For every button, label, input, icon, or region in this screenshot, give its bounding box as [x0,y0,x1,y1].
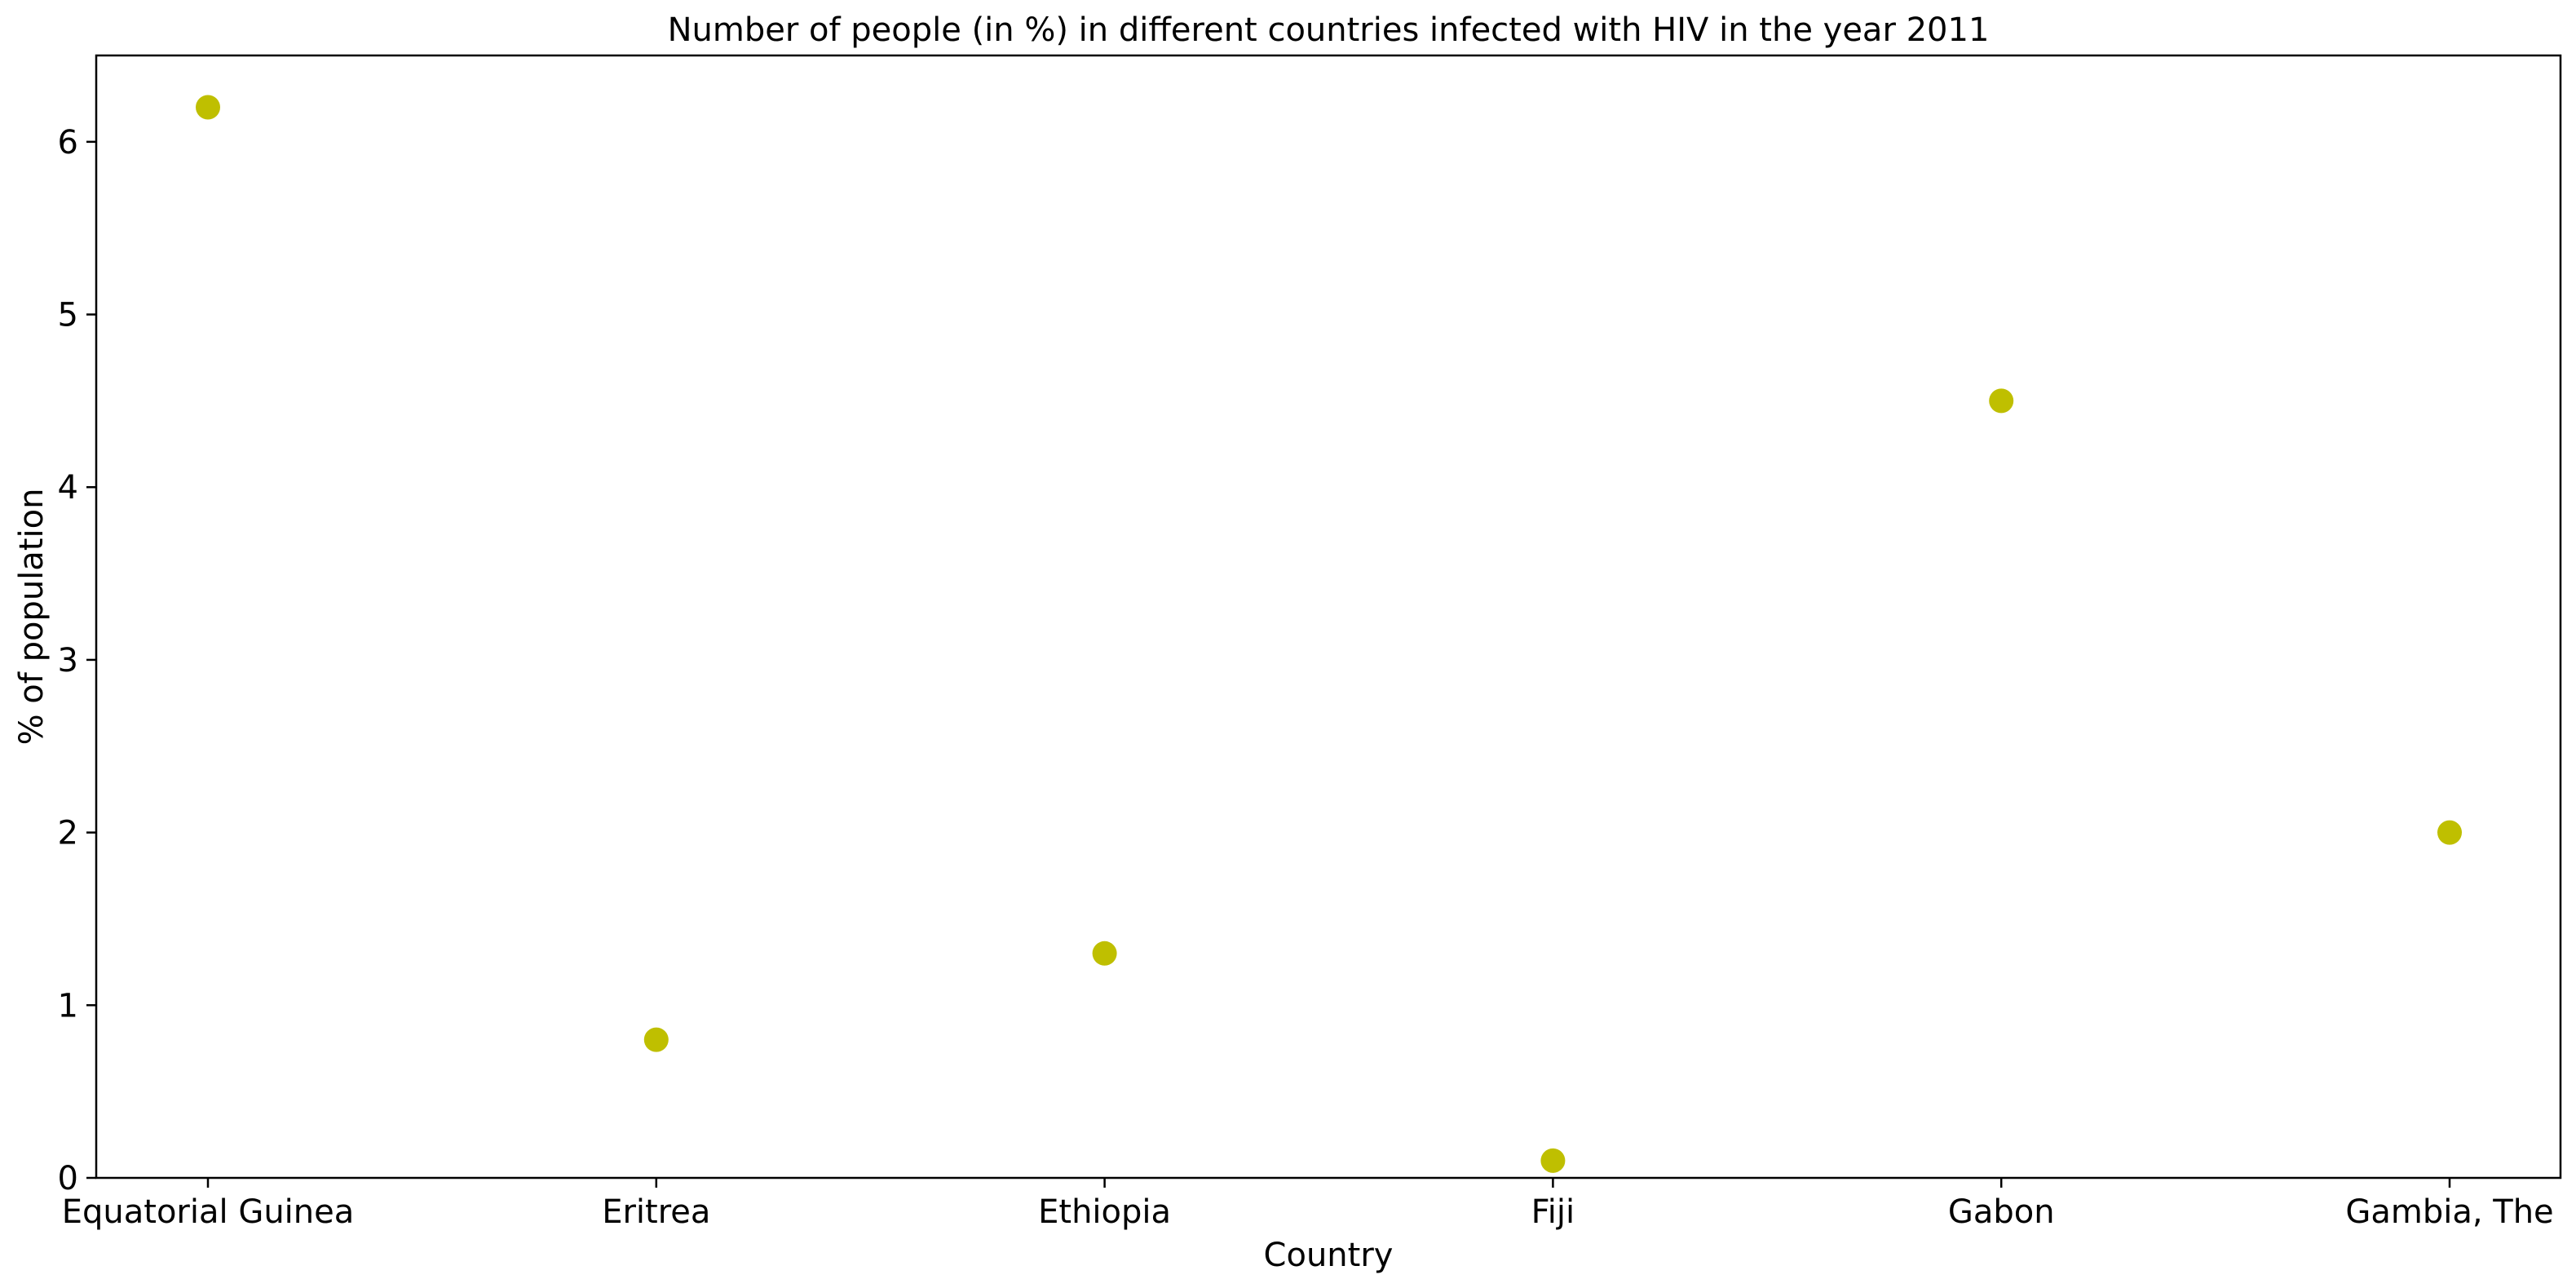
y-tick-label: 1 [58,987,78,1025]
y-tick-label: 4 [58,469,78,507]
y-tick-label: 0 [58,1160,78,1197]
data-point [643,1027,669,1052]
x-axis-title: Country [1264,1237,1394,1274]
data-point [1540,1148,1566,1173]
x-tick-label: Gambia, The [2345,1193,2553,1231]
x-tick-label: Fiji [1531,1193,1575,1231]
x-axis: Equatorial Guinea Eritrea Ethiopia Fiji Gabo… [62,1178,2554,1231]
x-tick-label: Ethiopia [1038,1193,1171,1231]
data-point [196,95,220,120]
data-points [196,95,2462,1173]
plot-area-frame [95,54,2562,1180]
y-tick-label: 6 [58,124,78,162]
x-tick-label: Eritrea [602,1193,710,1231]
x-tick-label: Gabon [1948,1193,2055,1231]
data-point [2437,820,2462,845]
x-tick-label: Equatorial Guinea [62,1193,355,1231]
y-tick-label: 2 [58,815,78,852]
y-axis-title: % of population [13,489,51,746]
data-point [1092,941,1117,966]
y-tick-label: 3 [58,642,78,679]
y-axis: 0 1 2 3 4 5 6 [58,124,96,1197]
chart-title: Number of people (in %) in different cou… [668,11,1990,49]
data-point [1989,388,2014,414]
y-tick-label: 5 [58,297,78,334]
